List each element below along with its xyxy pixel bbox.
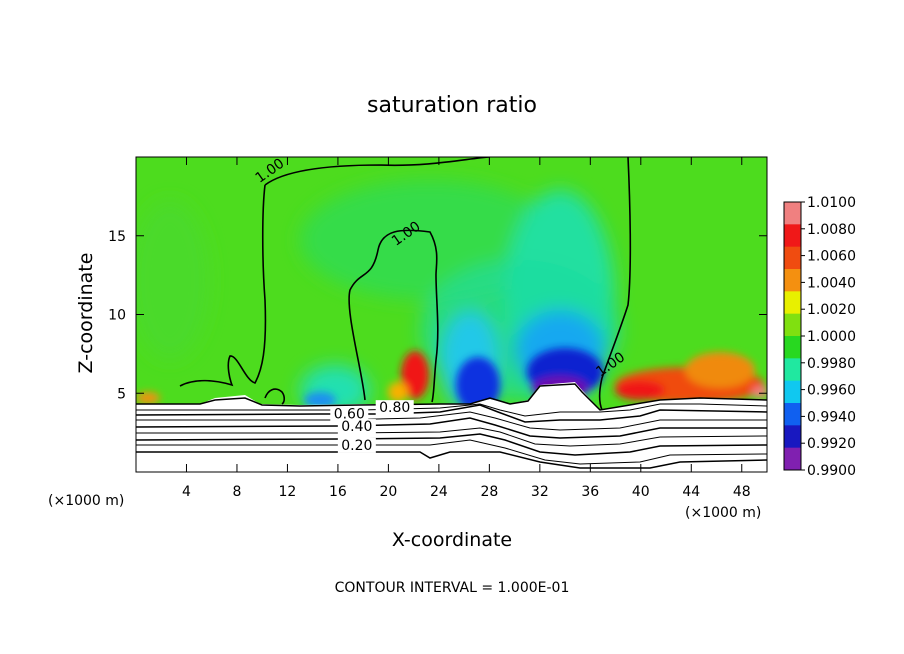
x-tick-label: 28: [480, 484, 498, 500]
contour-label: 0.80: [379, 400, 410, 416]
x-unit-right: (×1000 m): [685, 505, 761, 521]
contour-label: 0.20: [341, 438, 372, 454]
contour-layer: [136, 411, 767, 431]
contour-label: 0.40: [341, 419, 372, 435]
colorbar-swatch: [784, 313, 801, 337]
contour-interval-note: CONTOUR INTERVAL = 1.000E-01: [335, 580, 570, 596]
contour-label-bg: [337, 437, 376, 453]
y-axis-title: Z-coordinate: [75, 253, 97, 374]
x-tick-label: 36: [581, 484, 599, 500]
chart-title: saturation ratio: [367, 93, 537, 118]
plot-area: 1.001.001.000.60 0.800.400.20: [136, 157, 767, 472]
colorbar-swatch: [784, 425, 801, 449]
colorbar: 1.0100 1.0080 1.0060 1.0040 1.0020 1.0000 0.99…: [783, 195, 856, 479]
y-tick-label: 5: [117, 386, 126, 402]
contour-layer: [136, 427, 767, 447]
y-tick-label: 15: [108, 229, 126, 245]
colorbar-label: 1.0000: [807, 329, 856, 345]
colorbar-label: 1.0040: [807, 275, 856, 291]
colorbar-swatch: [784, 269, 801, 292]
colorbar-swatch: [784, 403, 801, 426]
contour-label-bg: [375, 400, 414, 416]
contour-layer: [136, 439, 767, 465]
colorbar-label: 1.0080: [807, 222, 856, 238]
contour-1-00-d: [598, 157, 632, 411]
colorbar-label: 1.0060: [807, 249, 856, 265]
contour-left-blob: [264, 388, 286, 405]
colorbar-label: 0.9960: [807, 383, 856, 399]
contour-layer: [136, 417, 767, 439]
x-tick-label: 20: [379, 484, 397, 500]
y-tick-label: 10: [108, 308, 126, 324]
colorbar-swatch: [784, 380, 801, 404]
x-axis-ticks: 4 8 12 16 20 24 28 32 36 40 44 48: [182, 157, 751, 500]
colorbar-label: 0.9980: [807, 356, 856, 372]
x-tick-label: 32: [531, 484, 549, 500]
contour-1-00-c: [348, 229, 439, 403]
contour-layer: [136, 451, 767, 469]
contour-layer: [136, 383, 767, 411]
x-tick-label: 40: [632, 484, 650, 500]
contour-label-bg: [337, 419, 376, 435]
contour-layer: [136, 433, 767, 456]
x-tick-label: 48: [733, 484, 751, 500]
colorbar-label: 0.9920: [807, 436, 856, 452]
x-tick-label: 4: [182, 484, 191, 500]
field-features: [136, 348, 767, 413]
colorbar-swatch: [784, 202, 801, 225]
colorbar-swatch: [784, 447, 801, 471]
x-tick-label: 24: [430, 484, 448, 500]
colorbar-swatch: [784, 358, 801, 382]
colorbar-swatch: [784, 224, 801, 248]
x-tick-label: 8: [232, 484, 241, 500]
x-tick-label: 44: [682, 484, 700, 500]
contour-1-00-b: [179, 184, 267, 387]
contour-label: 0.60: [334, 406, 365, 422]
colorbar-swatch: [784, 246, 801, 270]
x-tick-label: 16: [329, 484, 347, 500]
x-tick-label: 12: [279, 484, 297, 500]
contour-labels: 1.001.001.000.60 0.800.400.20: [253, 157, 628, 454]
contour-layers: [136, 383, 767, 469]
colorbar-label: 1.0100: [807, 195, 856, 211]
colorbar-swatch: [784, 336, 801, 359]
contour-1-00-a: [264, 157, 491, 186]
x-unit-left: (×1000 m): [48, 493, 124, 509]
colorbar-label: 1.0020: [807, 302, 856, 318]
terrain-white-region: [136, 382, 767, 472]
colorbar-swatch: [784, 291, 801, 315]
colorbar-label: 0.9900: [807, 463, 856, 479]
contour-lines: [179, 157, 632, 411]
contour-layer: [136, 404, 767, 423]
x-axis-title: X-coordinate: [392, 529, 512, 551]
y-axis-ticks: 5 10 15: [108, 229, 767, 402]
colorbar-label: 0.9940: [807, 409, 856, 425]
contour-label-bg: [330, 406, 369, 422]
